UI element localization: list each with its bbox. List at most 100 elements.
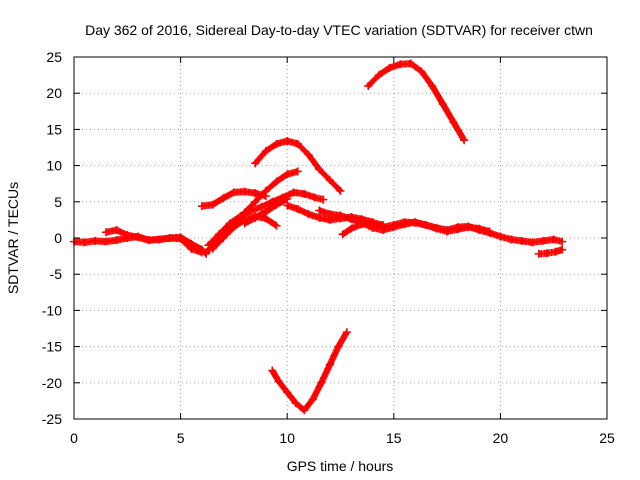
data-point xyxy=(240,187,249,196)
data-point xyxy=(406,59,415,68)
data-point xyxy=(261,207,270,216)
x-tick-label: 20 xyxy=(493,430,509,446)
data-point xyxy=(315,206,324,215)
data-point xyxy=(283,201,292,210)
data-point xyxy=(208,200,217,209)
data-point xyxy=(208,244,217,253)
x-tick-label: 0 xyxy=(70,430,78,446)
y-tick-label: 10 xyxy=(46,158,62,174)
data-point xyxy=(91,236,100,245)
data-point xyxy=(304,210,313,219)
data-point xyxy=(334,342,343,351)
series-s5 xyxy=(208,212,281,253)
y-tick-label: -5 xyxy=(50,266,63,282)
data-point xyxy=(443,227,452,236)
data-point xyxy=(368,218,377,227)
data-series xyxy=(70,59,567,415)
series-s9 xyxy=(268,328,351,415)
data-point xyxy=(101,228,110,237)
data-point xyxy=(308,395,317,404)
data-point xyxy=(291,399,300,408)
data-point xyxy=(464,223,473,232)
data-point xyxy=(507,235,516,244)
data-point xyxy=(197,202,206,211)
data-point xyxy=(268,366,277,375)
data-point xyxy=(325,176,334,185)
data-point xyxy=(517,236,526,245)
data-point xyxy=(101,237,110,246)
data-point xyxy=(379,220,388,229)
y-tick-label: -10 xyxy=(42,302,62,318)
data-point xyxy=(289,188,298,197)
series-s12 xyxy=(315,206,494,236)
y-tick-label: 25 xyxy=(46,49,62,65)
data-point xyxy=(214,230,223,239)
x-tick-label: 25 xyxy=(599,430,615,446)
chart-title: Day 362 of 2016, Sidereal Day-to-day VTE… xyxy=(85,22,593,38)
data-point xyxy=(543,249,552,258)
data-point xyxy=(272,221,281,230)
data-point xyxy=(251,189,260,198)
data-point xyxy=(225,219,234,228)
data-point xyxy=(400,220,409,229)
data-point xyxy=(396,60,405,69)
data-point xyxy=(460,136,469,145)
data-point xyxy=(274,377,283,386)
data-point xyxy=(342,328,351,337)
data-point xyxy=(204,241,213,250)
data-point xyxy=(325,210,334,219)
data-point xyxy=(202,248,211,257)
y-axis-label: SDTVAR / TECUs xyxy=(5,182,21,294)
data-point xyxy=(338,230,347,239)
y-tick-label: -20 xyxy=(42,375,62,391)
data-point xyxy=(558,245,567,254)
data-point xyxy=(261,192,270,201)
axes: 0 5 10 15 20 25 -25 -20 -15 -10 -5 0 5 10 15 20 25 xyxy=(42,49,615,446)
data-point xyxy=(304,150,313,159)
data-point xyxy=(300,189,309,198)
y-tick-label: 15 xyxy=(46,121,62,137)
data-point xyxy=(80,238,89,247)
data-point xyxy=(155,235,164,244)
y-tick-label: 0 xyxy=(54,230,62,246)
data-point xyxy=(257,202,266,211)
data-point xyxy=(347,224,356,233)
data-point xyxy=(449,118,458,127)
y-tick-label: 5 xyxy=(54,194,62,210)
data-point xyxy=(144,236,153,245)
x-tick-label: 10 xyxy=(279,430,295,446)
data-point xyxy=(229,188,238,197)
data-point xyxy=(528,238,537,247)
data-point xyxy=(272,200,281,209)
data-point xyxy=(428,81,437,90)
data-point xyxy=(315,165,324,174)
data-point xyxy=(539,236,548,245)
data-point xyxy=(300,406,309,415)
data-point xyxy=(283,136,292,145)
data-point xyxy=(357,220,366,229)
data-point xyxy=(336,186,345,195)
data-point xyxy=(293,167,302,176)
data-point xyxy=(165,234,174,242)
data-point xyxy=(453,225,462,234)
y-tick-label: 20 xyxy=(46,85,62,101)
data-point xyxy=(133,233,142,242)
data-point xyxy=(293,139,302,148)
data-point xyxy=(283,170,292,179)
series-s8 xyxy=(251,136,345,195)
data-point xyxy=(236,212,245,221)
data-point xyxy=(229,223,238,232)
series-s13 xyxy=(338,218,388,239)
data-point xyxy=(534,249,543,258)
data-point xyxy=(123,231,132,240)
data-point xyxy=(246,206,255,215)
data-point xyxy=(187,239,196,248)
series-s10 xyxy=(364,59,469,145)
data-point xyxy=(261,147,270,156)
data-point xyxy=(549,235,558,244)
data-point xyxy=(421,220,430,229)
series-s6 xyxy=(197,187,270,211)
data-point xyxy=(432,224,441,233)
data-point xyxy=(438,100,447,109)
